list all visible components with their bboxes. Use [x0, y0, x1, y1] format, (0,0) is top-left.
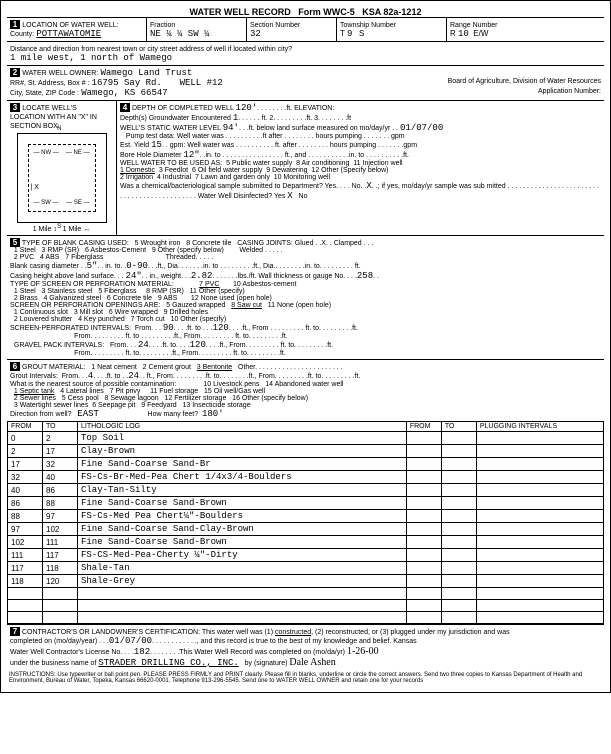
table-row: 217Clay-Brown	[8, 445, 604, 458]
range: 10	[458, 29, 469, 39]
table-row: 111117FS-CS-Med-Pea-Cherty ¼"-Dirty	[8, 549, 604, 562]
table-row: 8688Fine Sand-Coarse Sand-Brown	[8, 497, 604, 510]
section-no: 32	[250, 29, 261, 39]
table-row: 3240FS-Cs-Br-Med-Pea Chert 1/4x3/4-Bould…	[8, 471, 604, 484]
static: 94'	[223, 123, 239, 133]
use-domestic: 1 Domestic	[120, 167, 155, 174]
table-row: 118120Shale-Grey	[8, 575, 604, 588]
township: 9	[347, 29, 352, 39]
table-row: 02Top Soil	[8, 432, 604, 445]
city: Wamego, KS 66547	[81, 88, 167, 98]
instructions: INSTRUCTIONS: Use typewriter or ball poi…	[7, 670, 604, 686]
table-row: 8897FS-Cs-Med Pea Chert¼"-Boulders	[8, 510, 604, 523]
sec4-num: 4	[120, 103, 130, 112]
depth: 120'	[236, 103, 258, 113]
cert-date: 01/07/00	[109, 636, 152, 646]
direction: EAST	[77, 409, 99, 419]
feet: 180'	[202, 409, 224, 419]
form-no: Form WWC-5	[298, 7, 355, 17]
lithologic-log-table: FROMTOLITHOLOGIC LOGFROMTOPLUGGING INTER…	[7, 421, 604, 624]
sec2-num: 2	[10, 68, 20, 77]
board: Board of Agriculture, Division of Water …	[448, 78, 601, 85]
log-header: PLUGGING INTERVALS	[476, 422, 603, 432]
app-no: Application Number:	[538, 88, 601, 95]
sec7-num: 7	[10, 627, 20, 636]
addr: 16795 Say Rd.	[92, 78, 162, 88]
table-row: 117118Shale-Tan	[8, 562, 604, 575]
log-header: FROM	[8, 422, 43, 432]
well-no: WELL #12	[180, 78, 223, 88]
log-header: LITHOLOGIC LOG	[78, 422, 407, 432]
fraction: NE ¼ ¼ SW ¼	[150, 29, 209, 39]
location-diagram[interactable]: N — NW — — NE — | X — SW — — SE — S	[17, 133, 107, 223]
bore: 12"	[183, 150, 199, 160]
contractor: STRADER DRILLING CO., INC.	[98, 658, 238, 668]
log-header: FROM	[406, 422, 441, 432]
distance: 1 mile west, 1 north of Wamego	[10, 53, 172, 63]
license: 182	[134, 647, 150, 657]
sec5-num: 5	[10, 238, 20, 247]
sec3-num: 3	[10, 103, 20, 112]
form-title: WATER WELL RECORD	[190, 7, 291, 17]
table-row: 1732Fine Sand-Coarse Sand-Br	[8, 458, 604, 471]
table-row: 102111Fine Sand-Coarse Sand-Brown	[8, 536, 604, 549]
yield: 15	[151, 140, 162, 150]
log-header: TO	[441, 422, 476, 432]
loc-label: LOCATION OF WATER WELL:	[22, 22, 118, 29]
sec1-num: 1	[10, 20, 20, 29]
ksa: KSA 82a-1212	[362, 7, 421, 17]
signature: Dale Ashen	[289, 657, 335, 668]
sec6-num: 6	[10, 362, 20, 371]
sig-date: 1-26-00	[347, 646, 379, 657]
table-row: 4086Clay-Tan-Silty	[8, 484, 604, 497]
county: POTTAWATOMIE	[36, 29, 101, 39]
log-header: TO	[43, 422, 78, 432]
owner: Wamego Land Trust	[100, 68, 192, 78]
table-row: 97102Fine Sand-Coarse Sand-Clay-Brown	[8, 523, 604, 536]
static-date: 01/07/00	[400, 123, 443, 133]
